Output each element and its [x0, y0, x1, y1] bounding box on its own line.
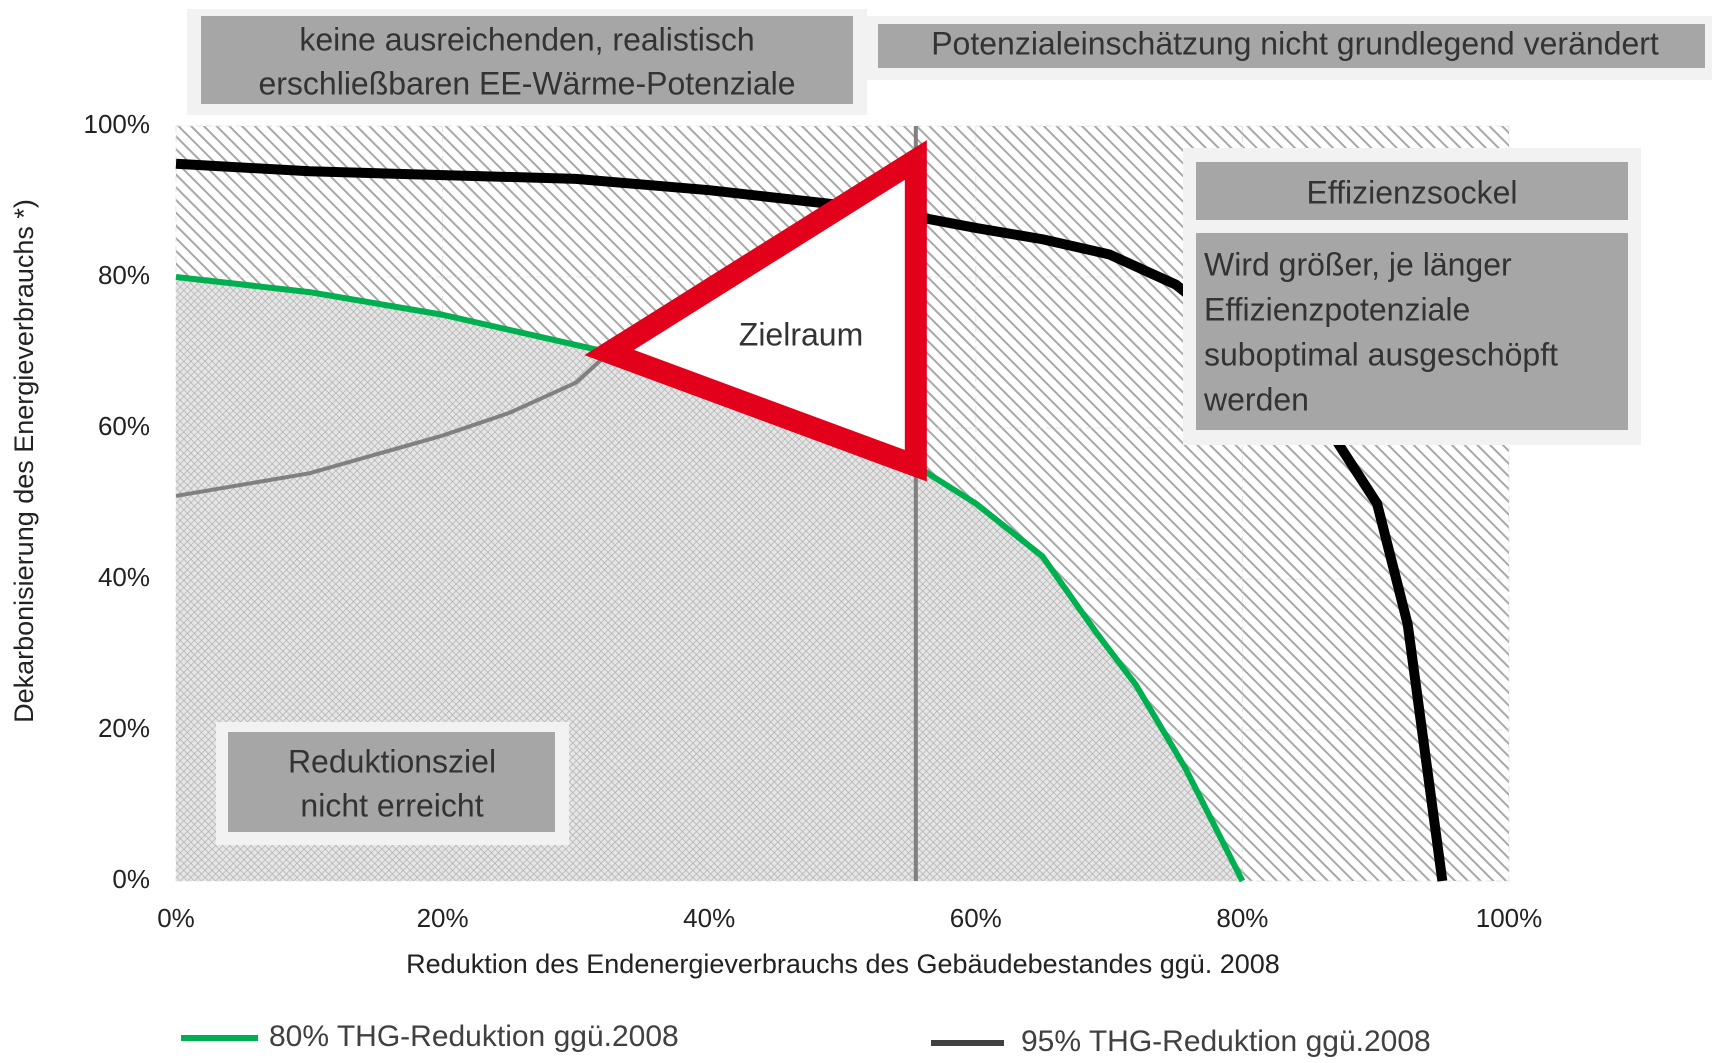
- x-tick-label: 0%: [157, 903, 195, 933]
- series-line: [175, 158, 1448, 882]
- zone-label: Zielraum: [739, 316, 863, 352]
- target-zone: [584, 140, 927, 482]
- annotation: Effizienzpotenziale: [1204, 291, 1470, 327]
- x-tick-label: 60%: [950, 903, 1002, 933]
- y-tick-label: 0%: [112, 864, 150, 894]
- x-tick-label: 20%: [417, 903, 469, 933]
- y-axis-label: Dekarbonisierung des Energieverbrauchs *…: [9, 199, 39, 723]
- annotation: Potenzialeinschätzung nicht grundlegend …: [931, 25, 1659, 61]
- box: [878, 24, 1705, 68]
- legend-label: 95% THG-Reduktion ggü.2008: [1021, 1025, 1431, 1058]
- annotation: suboptimal ausgeschöpft: [1204, 336, 1558, 372]
- box: [1196, 233, 1628, 430]
- annotation: Wird größer, je länger: [1204, 246, 1512, 282]
- y-tick-label: 40%: [98, 562, 150, 592]
- legend-label: 80% THG-Reduktion ggü.2008: [269, 1020, 679, 1053]
- y-tick-label: 20%: [98, 713, 150, 743]
- y-tick-label: 100%: [84, 109, 151, 139]
- annotation: keine ausreichenden, realistisch: [299, 21, 754, 57]
- x-axis-label: Reduktion des Endenergieverbrauchs des G…: [406, 949, 1280, 979]
- box: [228, 732, 555, 832]
- annotations: keine ausreichenden, realistisch erschli…: [187, 9, 1712, 845]
- x-tick-label: 80%: [1216, 903, 1268, 933]
- y-tick-label: 60%: [98, 411, 150, 441]
- annotation: nicht erreicht: [300, 787, 483, 823]
- x-tick-label: 100%: [1476, 903, 1543, 933]
- series-line: [175, 351, 611, 498]
- annotation: Effizienzsockel: [1306, 174, 1517, 210]
- box: [201, 16, 853, 104]
- box: [1196, 162, 1628, 220]
- x-tick-label: 40%: [683, 903, 735, 933]
- annotation: werden: [1203, 381, 1309, 417]
- annotation: Reduktionsziel: [288, 743, 496, 779]
- annotation: erschließbaren EE-Wärme-Potenziale: [258, 65, 795, 101]
- y-tick-label: 80%: [98, 260, 150, 290]
